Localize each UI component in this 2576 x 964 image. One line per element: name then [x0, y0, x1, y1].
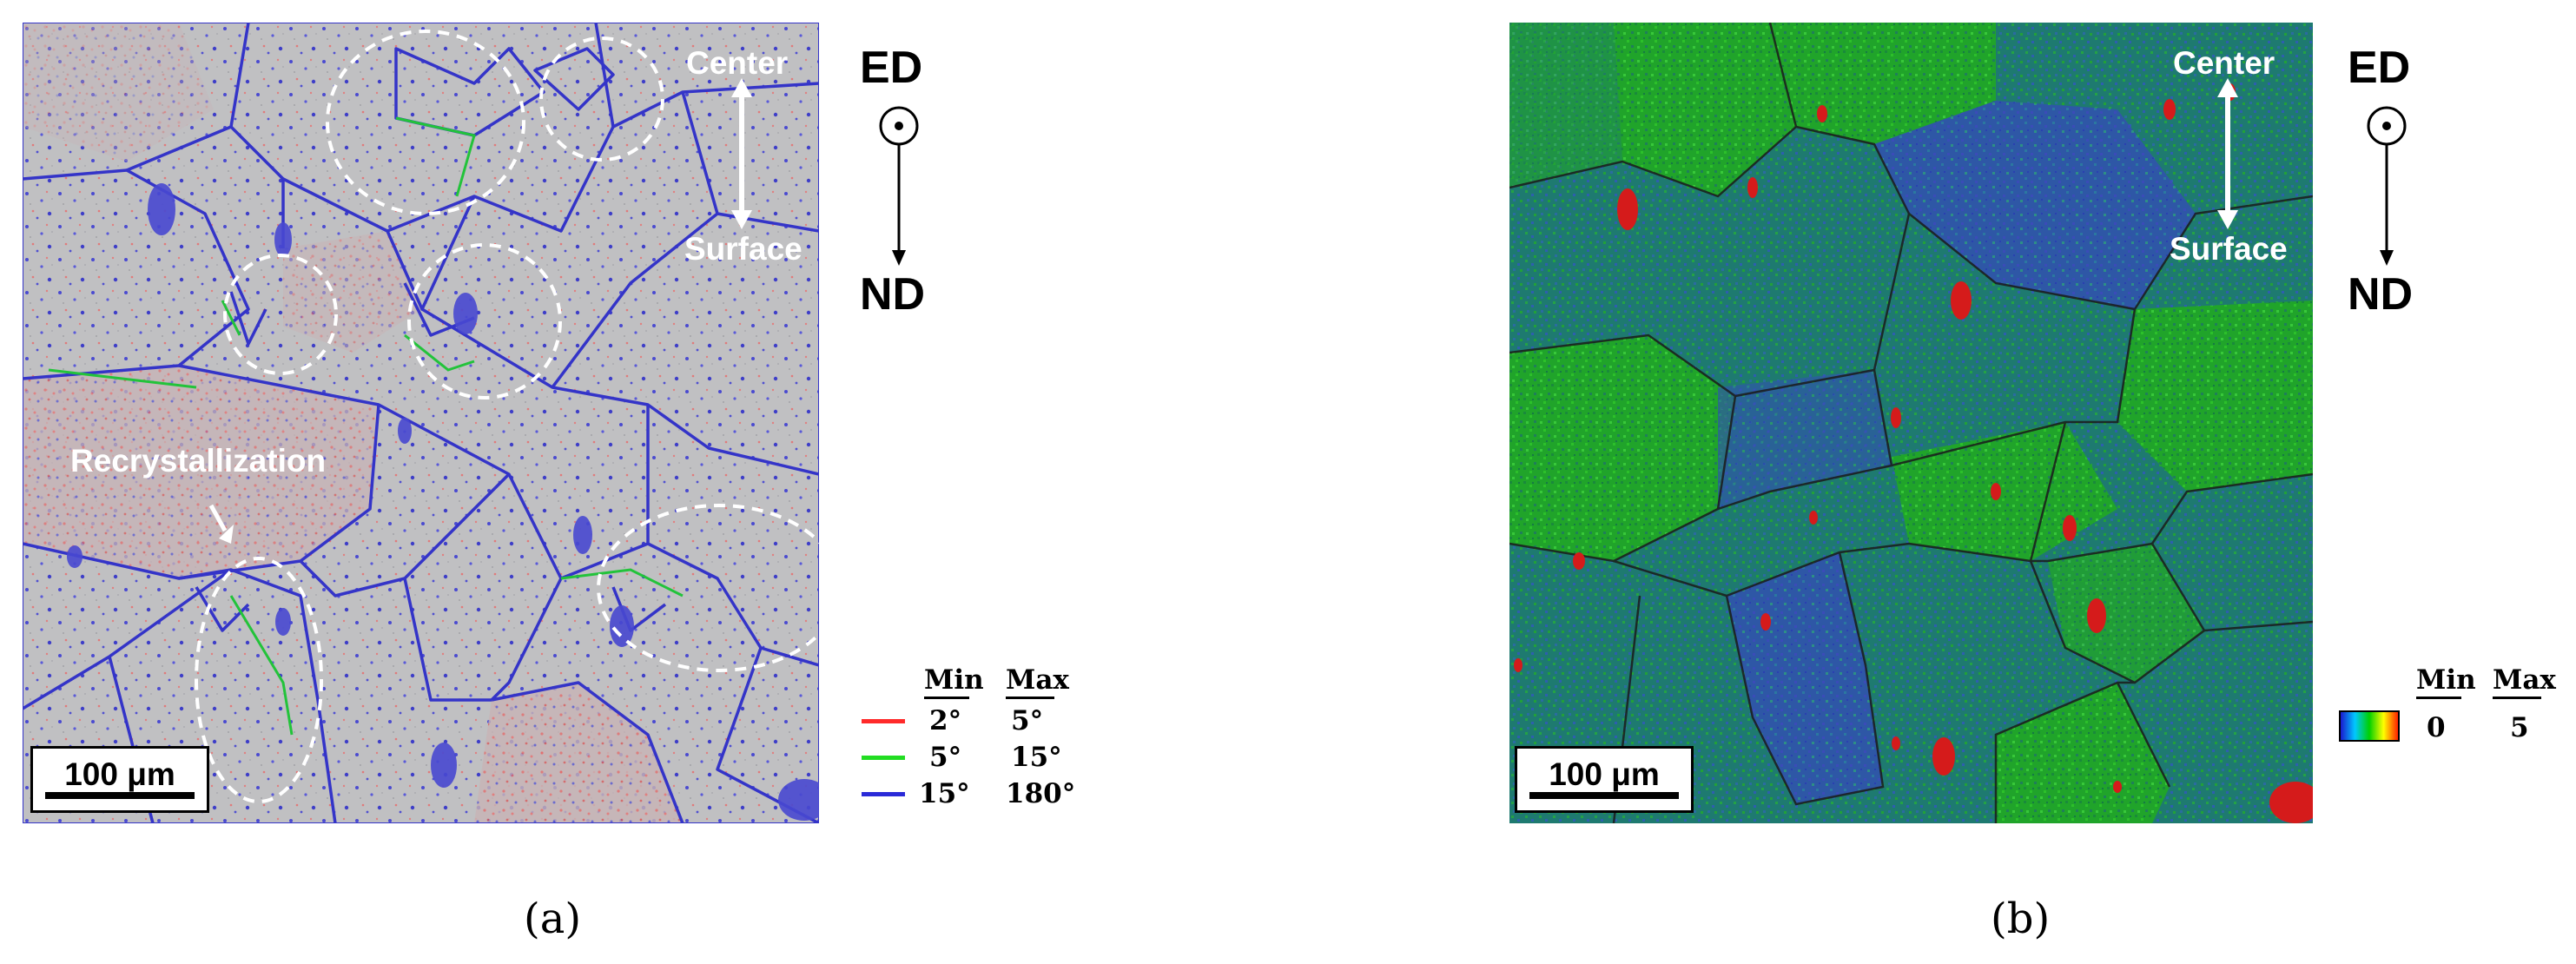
panel-a-scale-bar-line [45, 792, 195, 799]
legend-b-header-max: Max [2493, 664, 2556, 696]
legend-b-header-min: Min [2416, 664, 2476, 696]
recrystallization-arrow [208, 504, 234, 544]
recrystallization-label: Recrystallization [70, 443, 327, 479]
panel-b-caption: (b) [1991, 895, 2051, 943]
panel-b-scale-bar: 100 μm [1515, 746, 1694, 813]
legend-a-header-min: Min [924, 664, 984, 696]
panel-a-highlight-ellipses [195, 30, 819, 803]
legend-a-row2-min: 5° [929, 742, 962, 773]
panel-a-grain-boundaries [23, 23, 819, 823]
legend-a-swatch-mid [862, 756, 905, 760]
panel-a-center-label: Center [686, 45, 789, 81]
panel-a-precipitates [67, 183, 819, 821]
panel-b-nd-label: ND [2348, 269, 2414, 320]
panel-a-ed-label: ED [860, 43, 923, 93]
panel-b-center-label: Center [2173, 45, 2275, 81]
panel-a-legend: Min Max 2° 5° 5° 15° 15° 180° [858, 667, 1084, 823]
legend-a-row3-min: 15° [919, 778, 970, 809]
panel-b-axis-indicator [2367, 106, 2407, 266]
legend-a-row2-max: 15° [1011, 742, 1062, 773]
panel-b-legend: Min Max 0 5 [2336, 667, 2562, 771]
legend-a-swatch-high [862, 792, 905, 796]
panel-b-scale-bar-label: 100 μm [1549, 756, 1660, 792]
legend-b-color-bar [2339, 710, 2400, 742]
panel-a-scale-bar-label: 100 μm [64, 756, 175, 792]
panel-a-center-surface-arrow [731, 78, 752, 229]
panel-a-mid-angle-boundaries [48, 116, 684, 736]
panel-a-boundary-map: Center Surface Recrystallization 100 μm [23, 23, 819, 823]
panel-a-caption: (a) [524, 895, 582, 943]
panel-a-nd-label: ND [860, 269, 926, 320]
legend-b-max-value: 5 [2510, 712, 2529, 743]
legend-a-header-max: Max [1006, 664, 1069, 696]
panel-b-grain-boundaries [1509, 23, 2313, 823]
panel-b-ed-label: ED [2348, 43, 2411, 93]
legend-a-row1-max: 5° [1011, 705, 1044, 736]
legend-b-min-value: 0 [2427, 712, 2446, 743]
panel-b-center-surface-arrow [2217, 78, 2238, 229]
panel-b-grains [1509, 23, 2313, 823]
panel-b-scale-bar-line [1529, 792, 1679, 799]
panel-b-kam-map: Center Surface 100 μm [1509, 23, 2313, 823]
panel-a-axis-indicator [879, 106, 919, 266]
panel-b-surface-label: Surface [2170, 231, 2288, 267]
panel-b-high-kam-spots [1514, 83, 2313, 823]
legend-a-row1-min: 2° [929, 705, 962, 736]
legend-a-row3-max: 180° [1006, 778, 1076, 809]
panel-a-surface-label: Surface [684, 231, 803, 267]
panel-a-scale-bar: 100 μm [30, 746, 209, 813]
legend-a-swatch-low [862, 719, 905, 723]
